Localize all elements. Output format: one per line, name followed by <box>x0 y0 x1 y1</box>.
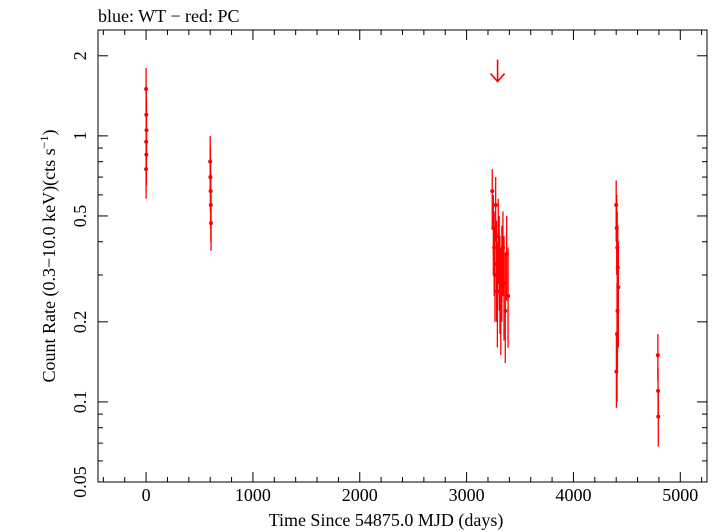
y-tick-label: 0.1 <box>70 391 90 414</box>
x-tick-label: 4000 <box>555 485 591 505</box>
chart-title: blue: WT − red: PC <box>98 6 239 26</box>
data-point <box>493 202 498 207</box>
upper-limit-arrow <box>489 59 506 83</box>
data-point <box>506 294 511 299</box>
x-axis-ticks: 0 1000 2000 3000 4000 5000 <box>102 30 703 505</box>
y-axis-ticks: 0.05 0.1 0.2 0.5 1 2 <box>70 51 707 498</box>
data-point <box>503 308 508 313</box>
y-tick-label: 0.5 <box>70 205 90 228</box>
data-point <box>656 414 661 419</box>
data-point <box>495 289 500 294</box>
x-tick-label: 1000 <box>235 485 271 505</box>
y-axis-label-sup: −1 <box>37 136 51 149</box>
data-point <box>655 353 660 358</box>
y-tick-label: 0.05 <box>70 466 90 498</box>
data-point <box>614 369 619 374</box>
x-axis-label: Time Since 54875.0 MJD (days) <box>269 510 504 531</box>
y-tick-label: 1 <box>70 131 90 140</box>
y-axis-label: Count Rate (0.3−10.0 keV)(cts s−1) <box>37 130 60 383</box>
data-points <box>144 67 661 447</box>
x-tick-label: 5000 <box>662 485 698 505</box>
data-point <box>492 245 497 250</box>
data-point <box>209 221 214 226</box>
data-point <box>490 189 495 194</box>
y-axis-label-tail: ) <box>39 130 60 136</box>
plot-frame <box>97 29 708 483</box>
x-tick-label: 2000 <box>342 485 378 505</box>
x-tick-label: 0 <box>142 485 151 505</box>
data-point <box>144 167 149 172</box>
y-tick-label: 2 <box>70 51 90 60</box>
x-tick-label: 3000 <box>449 485 485 505</box>
y-tick-label: 0.2 <box>70 311 90 334</box>
upper-limits <box>489 59 506 83</box>
y-axis-label-main: Count Rate (0.3−10.0 keV)(cts s <box>39 148 60 382</box>
